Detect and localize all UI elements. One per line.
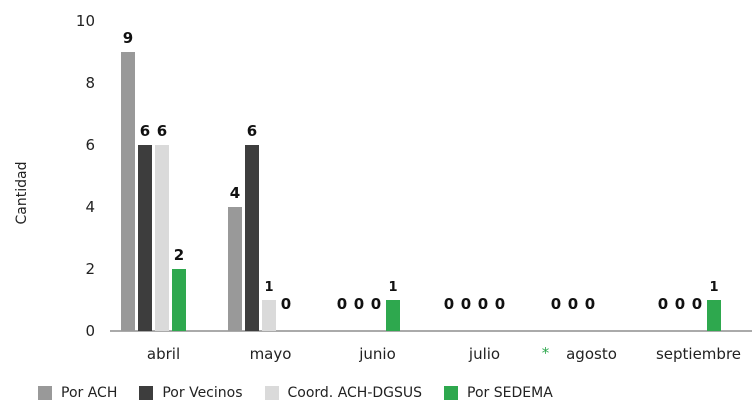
x-tick-label: junio — [358, 345, 396, 363]
x-tick-label: mayo — [250, 345, 292, 363]
data-label: 1 — [388, 280, 397, 295]
data-label: 1 — [264, 280, 273, 295]
x-axis: abril mayo junio julio agosto septiembre * — [110, 330, 752, 363]
data-label: 9 — [123, 29, 133, 47]
x-tick-label: agosto — [566, 345, 617, 363]
y-tick-label: 2 — [85, 260, 95, 278]
data-label: 0 — [551, 295, 561, 313]
legend-label: Por ACH — [61, 385, 118, 401]
data-label: 0 — [371, 295, 381, 313]
legend-item: Por Vecinos — [139, 385, 243, 401]
data-label: 0 — [658, 295, 668, 313]
x-tick-label: julio — [468, 345, 500, 363]
data-label: 0 — [478, 295, 488, 313]
bar — [245, 145, 259, 331]
data-label: 4 — [230, 184, 240, 202]
legend-swatch — [444, 386, 459, 400]
y-tick-label: 8 — [85, 74, 95, 92]
data-label: 6 — [140, 122, 150, 140]
data-label: 0 — [281, 295, 291, 313]
legend-swatch — [264, 386, 279, 400]
data-label: 6 — [247, 122, 257, 140]
legend-item: Coord. ACH-DGSUS — [264, 385, 423, 401]
y-axis-label: Cantidad — [14, 162, 30, 225]
annotation-marker: * — [542, 344, 550, 362]
y-tick-label: 6 — [85, 136, 95, 154]
data-label: 0 — [495, 295, 505, 313]
data-label: 0 — [692, 295, 702, 313]
y-tick-label: 10 — [76, 12, 95, 30]
legend-swatch — [139, 386, 154, 400]
y-tick-label: 4 — [85, 198, 95, 216]
bar — [228, 207, 242, 331]
bar — [155, 145, 169, 331]
data-label: 0 — [461, 295, 471, 313]
data-label: 0 — [444, 295, 454, 313]
legend-label: Por SEDEMA — [467, 385, 553, 401]
y-axis: 0 2 4 6 8 10 — [76, 12, 95, 340]
data-label: 2 — [174, 246, 184, 264]
bar — [121, 52, 135, 331]
data-label: 0 — [585, 295, 595, 313]
data-label: 0 — [675, 295, 685, 313]
data-label: 0 — [354, 295, 364, 313]
y-tick-label: 0 — [85, 322, 95, 340]
bar — [138, 145, 152, 331]
data-label: 1 — [709, 280, 718, 295]
bar — [172, 269, 186, 331]
x-tick-label: abril — [147, 345, 180, 363]
legend-swatch — [38, 386, 52, 400]
data-label: 0 — [337, 295, 347, 313]
legend-label: Por Vecinos — [162, 385, 243, 401]
bar — [707, 300, 721, 331]
legend-item: Por SEDEMA — [444, 385, 553, 401]
legend: Por ACH Por Vecinos Coord. ACH-DGSUS Por SE… — [38, 383, 575, 403]
bars — [121, 52, 721, 331]
x-tick-label: septiembre — [656, 345, 741, 363]
legend-label: Coord. ACH-DGSUS — [287, 385, 423, 401]
legend-item: Por ACH — [38, 385, 117, 401]
data-label: 0 — [568, 295, 578, 313]
bar — [262, 300, 276, 331]
data-label: 6 — [157, 122, 167, 140]
bar — [386, 300, 400, 331]
